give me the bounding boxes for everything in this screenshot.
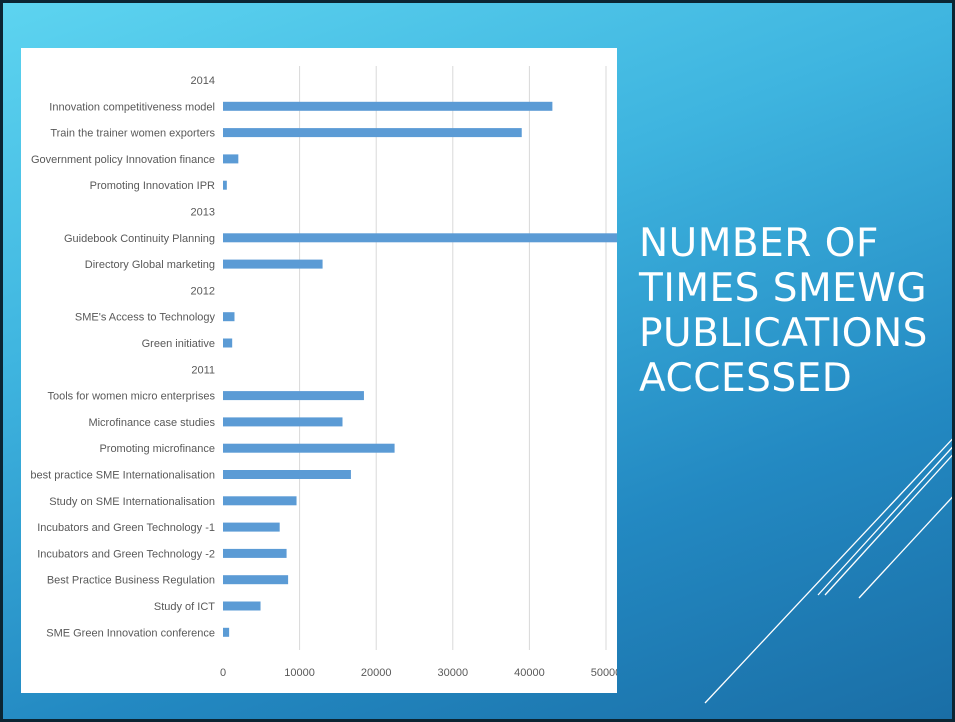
bar (223, 496, 297, 506)
category-label: best practice SME Internationalisation (30, 470, 215, 482)
category-label: Directory Global marketing (85, 259, 215, 271)
bar (223, 627, 230, 637)
deco-line-4 (858, 496, 952, 599)
deco-line-1 (704, 438, 952, 704)
category-label: 2011 (191, 364, 215, 376)
category-label: Green initiative (142, 338, 215, 350)
bar (223, 233, 617, 243)
x-tick-label: 0 (220, 667, 226, 679)
category-label: Train the trainer women exporters (50, 128, 215, 140)
bar (223, 259, 323, 269)
x-tick-label: 50000 (591, 667, 617, 679)
category-label: Promoting microfinance (99, 443, 215, 455)
category-label: 2013 (191, 207, 215, 219)
bar (223, 522, 280, 532)
category-label: Incubators and Green Technology -1 (37, 522, 215, 534)
bar (223, 128, 522, 138)
title-line-2: TIMES SMEWG (639, 266, 928, 311)
bar (223, 312, 235, 322)
x-tick-label: 20000 (361, 667, 392, 679)
category-label: Government policy Innovation finance (31, 154, 215, 166)
deco-line-2 (817, 446, 952, 596)
title-line-3: PUBLICATIONS (639, 311, 928, 356)
title-line-4: ACCESSED (639, 356, 853, 401)
category-label: Innovation competitiveness model (49, 101, 215, 113)
bar (223, 548, 287, 558)
title-line-1: NUMBER OF (639, 221, 879, 266)
category-label: 2014 (191, 75, 215, 87)
category-label: Promoting Innovation IPR (90, 180, 215, 192)
bar (223, 154, 239, 164)
bar (223, 601, 261, 611)
bar (223, 391, 364, 401)
x-tick-label: 10000 (284, 667, 315, 679)
category-label: SME Green Innovation conference (46, 627, 215, 639)
bar-chart: 0 10000 20000 30000 40000 50000 2014 Innovation… (30, 66, 617, 679)
x-tick-label: 30000 (438, 667, 469, 679)
category-label: Study on SME Internationalisation (49, 496, 215, 508)
category-label: 2012 (191, 285, 215, 297)
category-label: Study of ICT (154, 601, 215, 613)
category-label: Best Practice Business Regulation (47, 575, 215, 587)
bar (223, 443, 395, 453)
category-label: Tools for women micro enterprises (47, 391, 215, 403)
bar (223, 417, 343, 427)
bar (223, 575, 289, 585)
category-label: SME's Access to Technology (75, 312, 216, 324)
category-label: Incubators and Green Technology -2 (37, 548, 215, 560)
x-tick-label: 40000 (514, 667, 545, 679)
chart-panel: 0 10000 20000 30000 40000 50000 2014 Innovation… (21, 48, 617, 693)
bar (223, 470, 351, 479)
deco-line-3 (824, 454, 952, 596)
bar (223, 101, 553, 111)
bar (223, 338, 233, 348)
category-label: Guidebook Continuity Planning (64, 233, 215, 245)
bar (223, 180, 227, 190)
slide-title: NUMBER OF TIMES SMEWG PUBLICATIONS ACCES… (639, 221, 939, 401)
category-label: Microfinance case studies (88, 417, 215, 429)
